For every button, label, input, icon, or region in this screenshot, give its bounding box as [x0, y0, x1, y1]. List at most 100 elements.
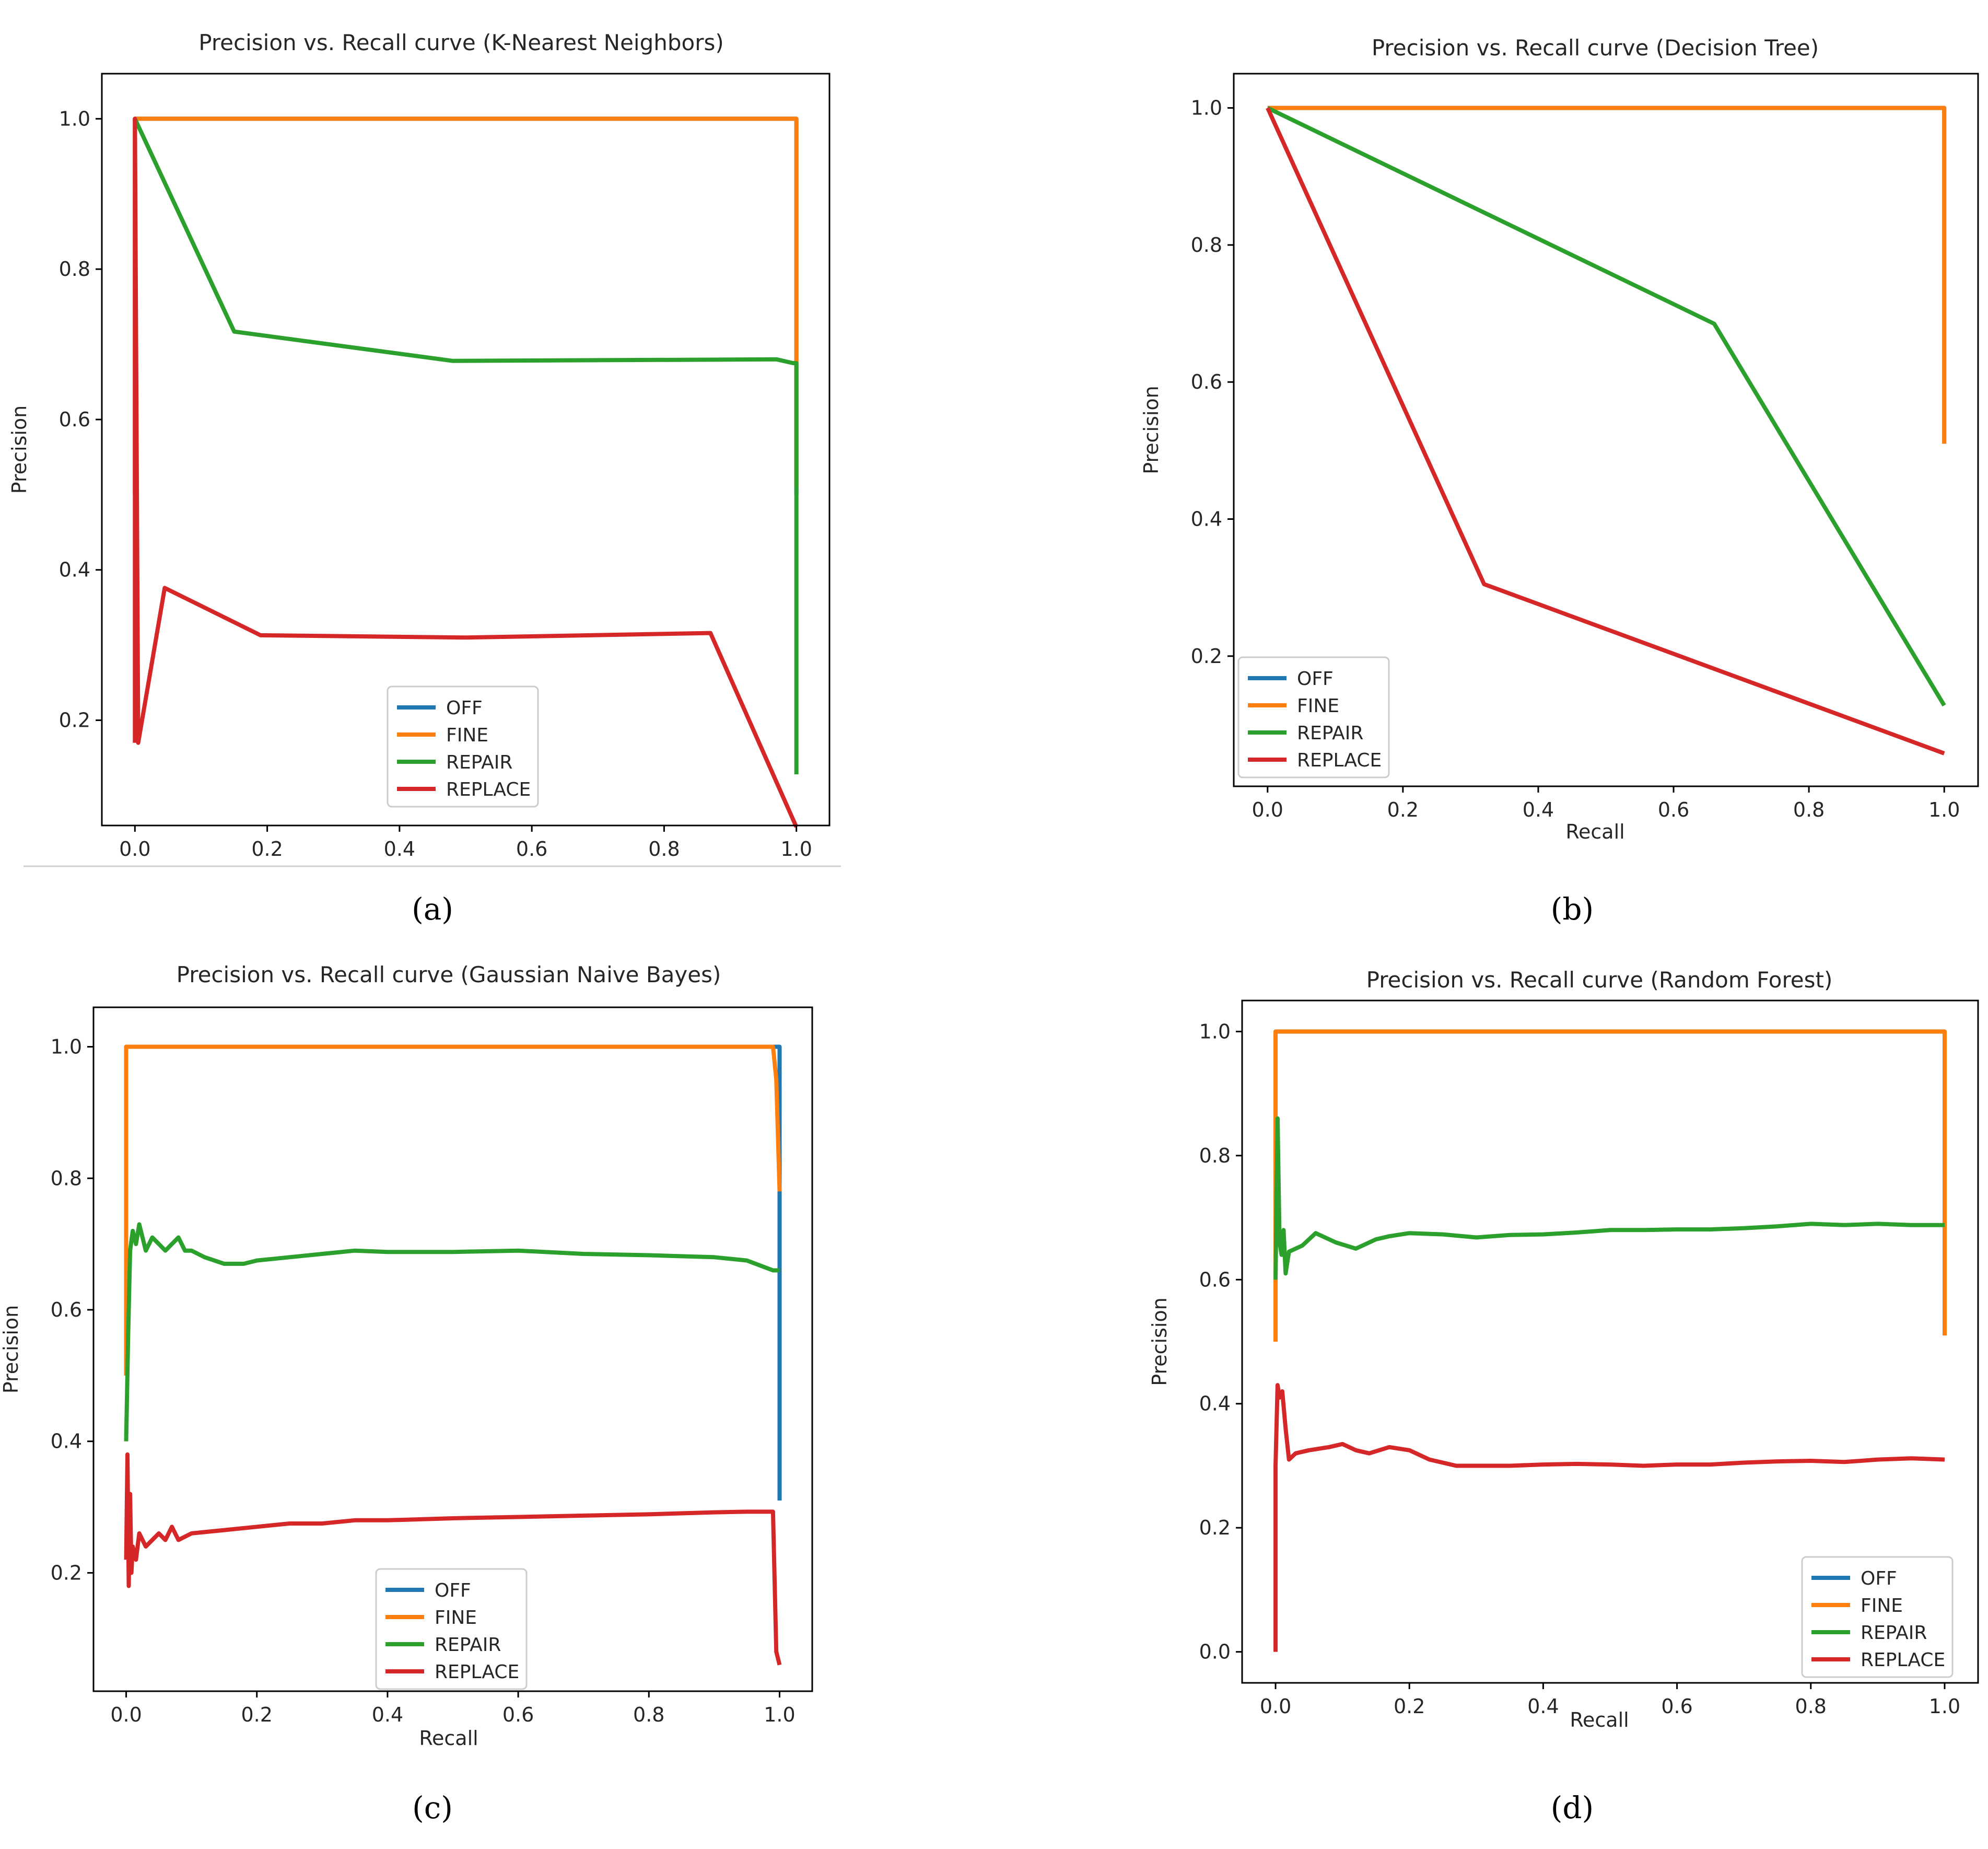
chart-panel-gaussian-naive-bayes: 0.0 0.2 0.4 0.6 0.8 1.0 0.2 0.4 0.6 0.8 1.0 Precisi… [0, 1006, 813, 1750]
x-axis-label: Recall [1570, 1708, 1629, 1731]
legend-label-replace: REPLACE [446, 779, 531, 800]
legend-label-fine: FINE [1861, 1595, 1903, 1617]
series-line-replace [1266, 107, 1945, 755]
legend: OFF FINE REPAIR REPLACE [1237, 656, 1390, 778]
y-axis-label: Precision [1140, 386, 1163, 474]
y-tick-label: 0.4 [1191, 508, 1222, 531]
series-line-repair [133, 118, 799, 775]
series-line-repair [1273, 1116, 1945, 1280]
y-tick-label: 1.0 [1191, 97, 1222, 120]
x-tick-label: 0.0 [110, 1703, 142, 1726]
y-tick-label: 0.6 [59, 408, 90, 431]
y-axis-label: Precision [0, 1305, 22, 1394]
x-tick-label: 1.0 [764, 1703, 795, 1726]
x-tick-label: 0.8 [648, 838, 680, 860]
x-tick-label: 0.4 [1527, 1695, 1559, 1718]
x-tick-label: 0.6 [516, 838, 547, 860]
x-axis-label: Recall [419, 1727, 478, 1750]
x-tick-label: 0.8 [633, 1703, 664, 1726]
plot-frame [1241, 999, 1979, 1684]
y-tick-label: 0.0 [1199, 1641, 1231, 1664]
y-tick-label: 0.2 [51, 1561, 82, 1584]
series-line-fine [1267, 106, 1947, 444]
y-tick-label: 0.8 [1191, 234, 1222, 257]
legend-label-off: OFF [446, 697, 483, 719]
y-axis-label: Precision [8, 405, 31, 494]
y-tick-label: 0.8 [59, 258, 90, 281]
legend-label-fine: FINE [435, 1607, 477, 1629]
y-tick-label: 0.2 [1199, 1516, 1231, 1539]
chart-panel-knn: 0.0 0.2 0.4 0.6 0.8 1.0 0.2 0.4 0.6 0.8 1.0 Precisi… [8, 73, 831, 860]
legend-box [1801, 1556, 1954, 1678]
series-line-replace [133, 117, 799, 828]
legend-label-repair: REPAIR [1861, 1622, 1927, 1644]
legend-label-off: OFF [435, 1580, 471, 1601]
chart-panel-random-forest: 0.0 0.2 0.4 0.6 0.8 1.0 0.0 0.2 0.4 0.6 0.8 1.0 Prec… [1148, 999, 1979, 1731]
legend-label-repair: REPAIR [446, 752, 512, 773]
legend-label-repair: REPAIR [1297, 723, 1363, 744]
legend: OFF FINE REPAIR REPLACE [387, 685, 539, 808]
x-tick-label: 0.2 [1394, 1695, 1425, 1718]
legend-label-off: OFF [1861, 1568, 1897, 1589]
x-tick-label: 0.6 [502, 1703, 534, 1726]
y-tick-label: 1.0 [51, 1036, 82, 1059]
panel-caption: (b) [1551, 891, 1594, 927]
y-tick-label: 0.6 [1191, 370, 1222, 393]
x-tick-label: 0.4 [372, 1703, 403, 1726]
series-line-repair [1267, 106, 1946, 707]
legend-box [1237, 656, 1390, 778]
x-tick-label: 0.2 [241, 1703, 273, 1726]
x-axis-label: Recall [1565, 820, 1624, 843]
y-tick-label: 0.8 [1199, 1144, 1231, 1167]
y-tick-label: 0.2 [1191, 645, 1222, 668]
x-tick-label: 0.2 [1387, 798, 1419, 821]
chart-title: Precision vs. Recall curve (Random Fores… [1366, 967, 1833, 993]
x-tick-label: 0.0 [119, 838, 150, 860]
y-tick-label: 0.4 [59, 559, 90, 582]
x-tick-label: 0.6 [1661, 1695, 1692, 1718]
y-tick-label: 0.6 [1199, 1268, 1231, 1291]
series-line-repair [124, 1222, 780, 1441]
chart-title: Precision vs. Recall curve (Decision Tre… [1372, 35, 1819, 61]
legend-label-replace: REPLACE [1861, 1649, 1945, 1671]
y-tick-label: 0.8 [51, 1167, 82, 1190]
legend-box [375, 1568, 528, 1690]
y-tick-label: 1.0 [59, 107, 90, 130]
x-tick-label: 1.0 [1928, 798, 1960, 821]
y-tick-label: 0.6 [51, 1298, 82, 1321]
panel-caption: (d) [1551, 1790, 1594, 1825]
chart-title: Precision vs. Recall curve (K-Nearest Ne… [198, 30, 724, 55]
legend-label-replace: REPLACE [435, 1661, 519, 1683]
x-tick-label: 0.6 [1658, 798, 1689, 821]
y-tick-label: 0.4 [1199, 1392, 1231, 1415]
chart-panel-decision-tree: 0.0 0.2 0.4 0.6 0.8 1.0 0.2 0.4 0.6 0.8 1.0 Precisi… [1140, 73, 1979, 843]
series-line-replace [1273, 1383, 1945, 1652]
x-tick-label: 0.0 [1252, 798, 1283, 821]
y-tick-label: 0.4 [51, 1430, 82, 1453]
legend-label-off: OFF [1297, 668, 1334, 690]
x-tick-label: 0.8 [1793, 798, 1825, 821]
series-line-fine [124, 1044, 782, 1376]
y-tick-label: 1.0 [1199, 1020, 1231, 1043]
y-tick-label: 0.2 [59, 709, 90, 732]
plot-frame [92, 1006, 813, 1692]
x-tick-label: 0.4 [1523, 798, 1554, 821]
x-tick-label: 0.8 [1795, 1695, 1827, 1718]
legend-label-fine: FINE [446, 725, 488, 746]
panel-caption: (a) [412, 891, 453, 927]
x-tick-label: 0.2 [251, 838, 283, 860]
chart-title: Precision vs. Recall curve (Gaussian Nai… [177, 962, 721, 987]
series-line-replace [124, 1452, 782, 1666]
x-tick-label: 1.0 [780, 838, 812, 860]
plot-frame [1233, 73, 1979, 787]
legend: OFF FINE REPAIR REPLACE [375, 1568, 528, 1690]
plot-frame [101, 73, 831, 827]
legend-box [387, 685, 539, 808]
x-tick-label: 0.0 [1260, 1695, 1291, 1718]
y-axis-label: Precision [1148, 1297, 1171, 1386]
x-tick-label: 1.0 [1929, 1695, 1960, 1718]
legend: OFF FINE REPAIR REPLACE [1801, 1556, 1954, 1678]
legend-label-fine: FINE [1297, 695, 1339, 717]
panel-caption: (c) [412, 1790, 453, 1825]
